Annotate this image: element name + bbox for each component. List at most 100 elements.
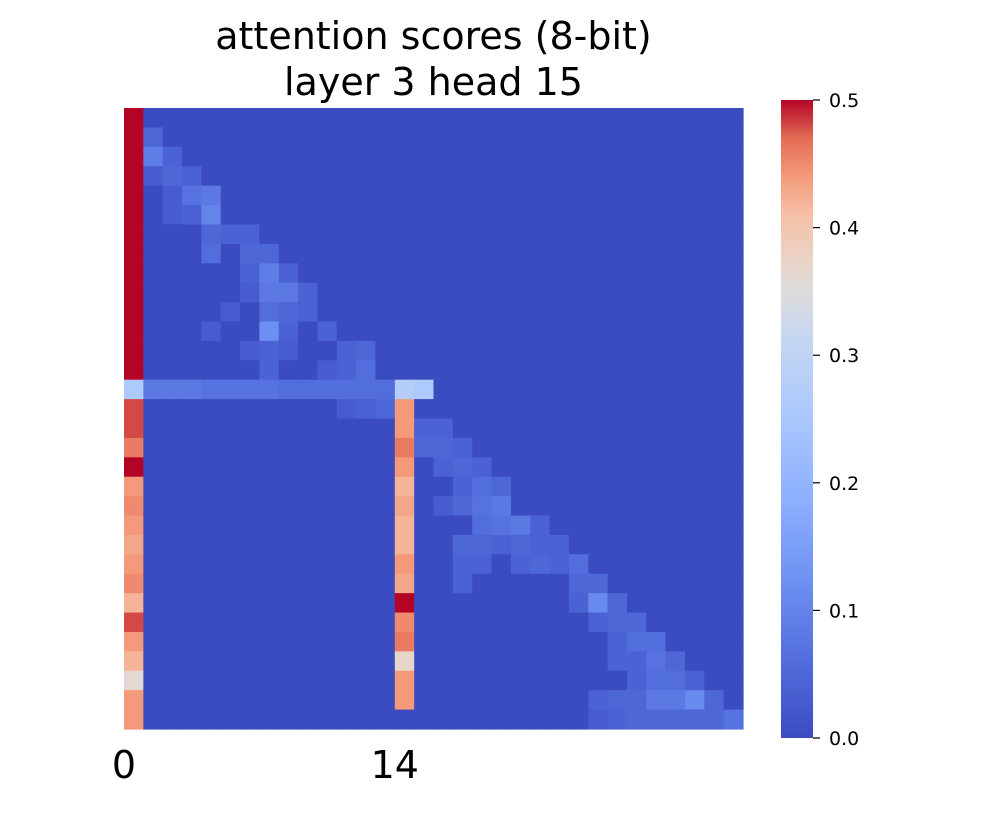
heatmap-cell: [491, 282, 512, 303]
heatmap-cell: [278, 593, 299, 614]
heatmap-cell: [626, 185, 647, 206]
heatmap-cell: [549, 496, 570, 517]
heatmap-cell: [549, 243, 570, 264]
heatmap-cell: [394, 418, 415, 439]
heatmap-cell: [143, 612, 164, 633]
heatmap-cell: [549, 554, 570, 575]
heatmap-cell: [414, 573, 435, 594]
heatmap-cell: [375, 108, 396, 129]
heatmap-cell: [240, 185, 260, 206]
heatmap-cell: [626, 709, 647, 730]
heatmap-cell: [317, 302, 338, 323]
heatmap-cell: [568, 476, 589, 497]
heatmap-cell: [723, 282, 744, 303]
heatmap-cell: [336, 108, 357, 129]
heatmap-cell: [336, 340, 357, 361]
heatmap-cell: [568, 670, 589, 691]
heatmap-cell: [356, 166, 377, 187]
colorbar-tick-label: 0.2: [829, 473, 859, 495]
heatmap-cell: [588, 418, 609, 439]
heatmap-cell: [491, 515, 512, 536]
heatmap-cell: [375, 321, 396, 342]
heatmap-cell: [646, 263, 667, 284]
heatmap-cell: [143, 166, 164, 187]
heatmap-cell: [549, 457, 570, 478]
heatmap-cell: [201, 593, 222, 614]
heatmap-cell: [530, 593, 551, 614]
heatmap-cell: [491, 709, 512, 730]
heatmap-cell: [414, 476, 435, 497]
heatmap-cell: [259, 457, 280, 478]
heatmap-cell: [317, 185, 338, 206]
heatmap-cell: [549, 263, 570, 284]
heatmap-cell: [433, 515, 454, 536]
heatmap-cell: [704, 690, 725, 711]
heatmap-cell: [278, 224, 299, 245]
heatmap-cell: [259, 554, 280, 575]
heatmap-cell: [530, 457, 551, 478]
heatmap-cell: [394, 127, 415, 148]
heatmap-cell: [684, 379, 705, 400]
heatmap-cell: [259, 321, 280, 342]
heatmap-cell: [240, 360, 260, 381]
heatmap-cell: [646, 554, 667, 575]
heatmap-cell: [607, 224, 628, 245]
heatmap-cell: [278, 166, 299, 187]
heatmap-cell: [588, 573, 609, 594]
heatmap-cell: [375, 127, 396, 148]
heatmap-cell: [124, 282, 144, 303]
heatmap-cell: [665, 205, 686, 226]
heatmap-cell: [723, 631, 744, 652]
heatmap-cell: [607, 651, 628, 672]
heatmap-cell: [510, 263, 531, 284]
heatmap-cell: [220, 554, 241, 575]
heatmap-cell: [394, 476, 415, 497]
heatmap-cell: [704, 457, 725, 478]
heatmap-cell: [259, 360, 280, 381]
heatmap-cell: [704, 709, 725, 730]
heatmap-cell: [259, 399, 280, 420]
heatmap-cell: [665, 108, 686, 129]
heatmap-cell: [414, 399, 435, 420]
heatmap-cell: [394, 709, 415, 730]
heatmap-cell: [568, 399, 589, 420]
heatmap-cell: [626, 612, 647, 633]
heatmap-cell: [646, 127, 667, 148]
heatmap-cell: [665, 224, 686, 245]
heatmap-cell: [626, 476, 647, 497]
heatmap-cell: [607, 282, 628, 303]
chart-subtitle: layer 3 head 15: [284, 60, 583, 104]
heatmap-cell: [510, 340, 531, 361]
heatmap-cell: [201, 573, 222, 594]
heatmap-cell: [510, 651, 531, 672]
heatmap-cell: [452, 224, 473, 245]
heatmap-cell: [684, 709, 705, 730]
heatmap-cell: [568, 340, 589, 361]
heatmap-cell: [626, 651, 647, 672]
heatmap-cell: [491, 360, 512, 381]
heatmap-cell: [433, 573, 454, 594]
heatmap-cell: [220, 437, 241, 458]
heatmap-cell: [665, 476, 686, 497]
heatmap-cell: [646, 418, 667, 439]
heatmap-cell: [491, 127, 512, 148]
heatmap-cell: [220, 515, 241, 536]
heatmap-cell: [607, 418, 628, 439]
heatmap-cell: [162, 108, 183, 129]
heatmap-cell: [240, 631, 260, 652]
colorbar-tick-label: 0.5: [829, 90, 859, 112]
heatmap-cell: [646, 515, 667, 536]
heatmap-cell: [278, 515, 299, 536]
heatmap-cell: [684, 515, 705, 536]
heatmap-cell: [240, 224, 260, 245]
heatmap-cell: [626, 360, 647, 381]
heatmap-cell: [259, 593, 280, 614]
heatmap-cell: [259, 534, 280, 555]
colorbar-tick-label: 0.4: [829, 218, 859, 240]
heatmap-cell: [530, 205, 551, 226]
heatmap-cell: [240, 573, 260, 594]
heatmap-cell: [278, 127, 299, 148]
heatmap-cell: [510, 593, 531, 614]
heatmap-cell: [278, 146, 299, 167]
heatmap-cell: [143, 127, 164, 148]
